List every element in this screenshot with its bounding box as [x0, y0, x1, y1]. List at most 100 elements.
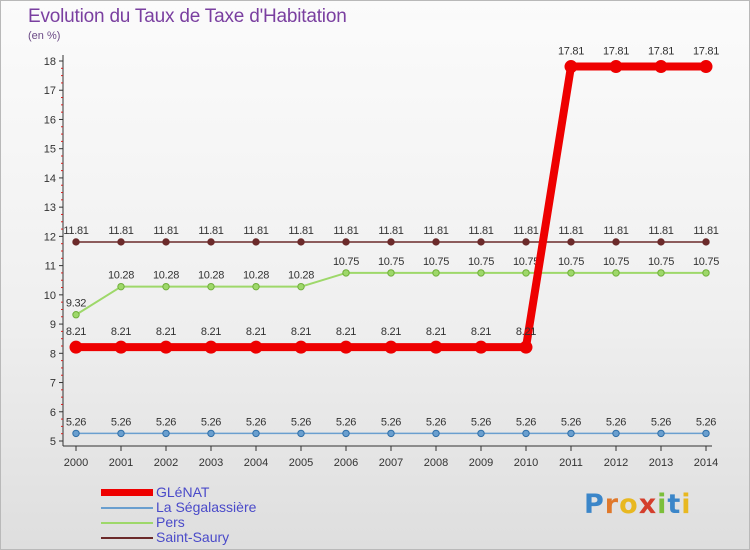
x-tick-label: 2000 — [64, 457, 88, 469]
data-point-saint-saury — [702, 238, 710, 246]
data-point-saint-saury — [342, 238, 350, 246]
y-tick-label: 17 — [44, 85, 56, 97]
data-label-pers: 10.28 — [288, 270, 314, 282]
logo-letter: i — [657, 489, 668, 520]
y-tick-label: 9 — [50, 319, 56, 331]
data-point-saint-saury — [117, 238, 125, 246]
data-label-saint-saury: 11.81 — [513, 225, 538, 237]
data-point-pers — [72, 311, 80, 319]
chart-title: Evolution du Taux de Taxe d'Habitation — [28, 6, 347, 27]
x-tick-label: 2014 — [694, 457, 718, 469]
data-label-pers: 10.75 — [558, 256, 584, 268]
data-point-saint-saury — [567, 238, 575, 246]
data-label-glenat: 17.81 — [693, 46, 719, 58]
data-point-saint-saury — [522, 238, 530, 246]
data-point-pers — [387, 269, 395, 277]
data-label-glenat: 8.21 — [471, 326, 491, 338]
data-point-pers — [252, 282, 260, 291]
legend-swatch-pers — [101, 522, 153, 524]
x-tick-label: 2007 — [379, 457, 403, 469]
legend-swatch-la-segalassiere — [101, 507, 153, 509]
data-label-pers: 10.28 — [153, 270, 179, 282]
data-label-pers: 9.32 — [66, 298, 86, 310]
data-point-glenat — [159, 340, 173, 354]
x-tick-label: 2008 — [424, 457, 448, 469]
data-point-glenat — [249, 340, 263, 354]
data-label-la-segalassiere: 5.26 — [426, 416, 446, 428]
data-point-pers — [702, 269, 710, 277]
y-tick-label: 6 — [50, 407, 56, 419]
x-tick-label: 2006 — [334, 457, 358, 469]
y-tick-label: 15 — [44, 144, 56, 156]
data-label-la-segalassiere: 5.26 — [156, 416, 176, 428]
x-tick-label: 2001 — [109, 457, 133, 469]
data-point-pers — [522, 269, 530, 277]
data-label-glenat: 8.21 — [246, 326, 266, 338]
y-tick-label: 11 — [45, 261, 56, 273]
data-point-pers — [162, 282, 170, 291]
data-label-pers: 10.28 — [108, 270, 134, 282]
data-label-la-segalassiere: 5.26 — [516, 416, 536, 428]
data-label-saint-saury: 11.81 — [558, 225, 583, 237]
legend-label-saint-saury: Saint-Saury — [156, 529, 230, 545]
data-point-la-segalassiere — [207, 429, 215, 438]
y-axis-unit: (en %) — [28, 30, 61, 42]
legend-label-la-segalassiere: La Ségalassière — [156, 499, 257, 515]
data-label-glenat: 8.21 — [381, 326, 401, 338]
data-label-saint-saury: 11.81 — [288, 225, 313, 237]
data-label-saint-saury: 11.81 — [648, 225, 673, 237]
logo-letter: t — [667, 489, 682, 520]
data-point-la-segalassiere — [432, 429, 440, 438]
y-tick-label: 14 — [44, 173, 56, 185]
data-label-pers: 10.75 — [693, 256, 719, 268]
data-point-glenat — [384, 340, 398, 354]
data-point-la-segalassiere — [567, 429, 575, 438]
data-label-la-segalassiere: 5.26 — [291, 416, 311, 428]
data-label-pers: 10.75 — [423, 256, 449, 268]
data-point-saint-saury — [612, 238, 620, 246]
data-point-la-segalassiere — [657, 429, 665, 438]
data-point-glenat — [69, 340, 83, 354]
data-label-glenat: 17.81 — [558, 46, 584, 58]
y-tick-label: 7 — [50, 378, 56, 390]
data-label-la-segalassiere: 5.26 — [66, 416, 86, 428]
logo-letter: r — [604, 489, 620, 520]
x-tick-label: 2003 — [199, 457, 223, 469]
legend-label-pers: Pers — [156, 514, 185, 530]
data-point-glenat — [429, 340, 443, 354]
data-point-la-segalassiere — [477, 429, 485, 438]
data-point-la-segalassiere — [702, 429, 710, 438]
data-label-saint-saury: 11.81 — [63, 225, 88, 237]
data-point-glenat — [294, 340, 308, 354]
logo-letter: P — [584, 489, 605, 520]
y-tick-label: 16 — [44, 114, 56, 126]
data-label-glenat: 17.81 — [603, 46, 629, 58]
data-point-la-segalassiere — [612, 429, 620, 438]
data-point-glenat — [204, 340, 218, 354]
data-point-saint-saury — [477, 238, 485, 246]
data-point-saint-saury — [162, 238, 170, 246]
data-label-glenat: 8.21 — [516, 326, 536, 338]
data-label-la-segalassiere: 5.26 — [696, 416, 716, 428]
logo-letter: i — [681, 489, 692, 520]
x-tick-label: 2010 — [514, 457, 538, 469]
data-point-saint-saury — [657, 238, 665, 246]
data-point-glenat — [654, 60, 668, 74]
data-point-pers — [657, 269, 665, 277]
data-label-saint-saury: 11.81 — [378, 225, 403, 237]
data-point-glenat — [114, 340, 128, 354]
data-point-saint-saury — [72, 238, 80, 246]
data-point-glenat — [519, 340, 533, 354]
y-tick-label: 12 — [44, 231, 56, 243]
legend-swatch-glenat — [101, 489, 153, 496]
data-point-saint-saury — [252, 238, 260, 246]
x-tick-label: 2002 — [154, 457, 178, 469]
data-label-la-segalassiere: 5.26 — [651, 416, 671, 428]
data-point-saint-saury — [297, 238, 305, 246]
data-label-saint-saury: 11.81 — [153, 225, 178, 237]
data-label-la-segalassiere: 5.26 — [336, 416, 356, 428]
data-point-la-segalassiere — [387, 429, 395, 438]
data-point-pers — [297, 282, 305, 291]
data-point-la-segalassiere — [72, 429, 80, 438]
data-label-pers: 10.75 — [378, 256, 404, 268]
